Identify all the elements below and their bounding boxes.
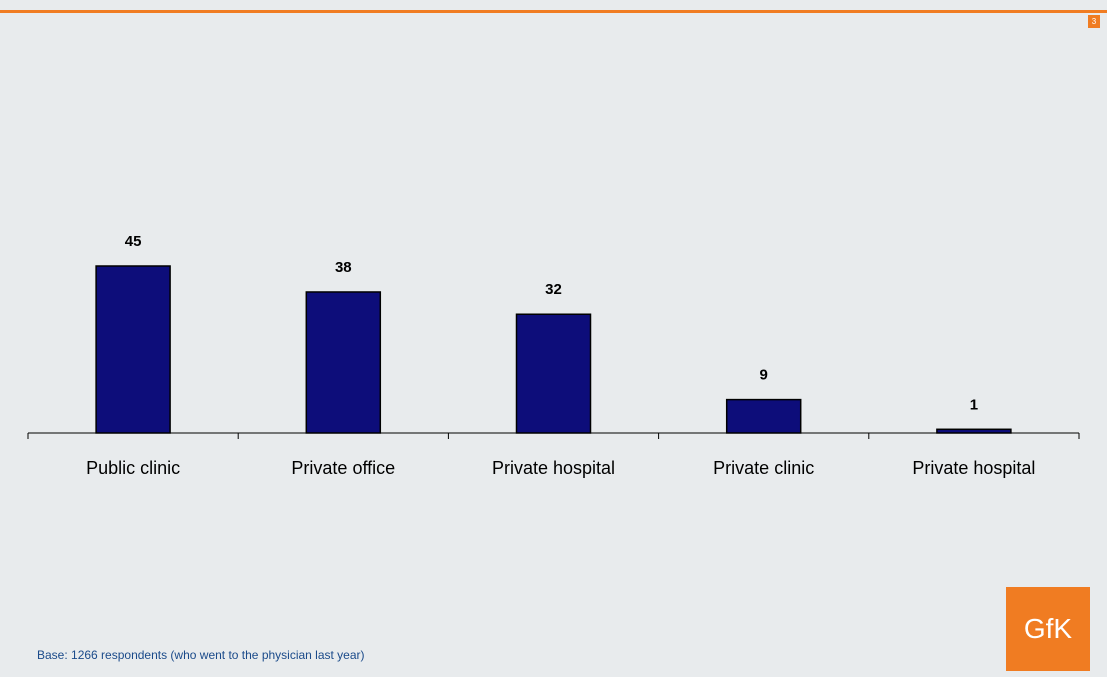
category-label: Private hospital (492, 458, 615, 478)
category-label: Private clinic (713, 458, 814, 478)
bar (95, 265, 171, 434)
bar-value-label: 32 (545, 281, 562, 298)
bar-value-label: 9 (760, 367, 768, 384)
page-number: 3 (1088, 15, 1100, 28)
category-label: Private office (291, 458, 395, 478)
bar (305, 291, 382, 434)
bar-value-label: 38 (335, 259, 352, 276)
bar (725, 398, 802, 434)
bar (515, 313, 592, 434)
bar-value-label: 45 (125, 233, 142, 250)
gfk-logo: GfK (1006, 587, 1090, 671)
category-label: Public clinic (86, 458, 180, 478)
category-label: Private hospital (912, 458, 1035, 478)
bar (936, 428, 1012, 434)
base-footnote: Base: 1266 respondents (who went to the … (37, 648, 365, 662)
bar-value-label: 1 (970, 396, 978, 413)
top-accent-rule (0, 10, 1107, 13)
